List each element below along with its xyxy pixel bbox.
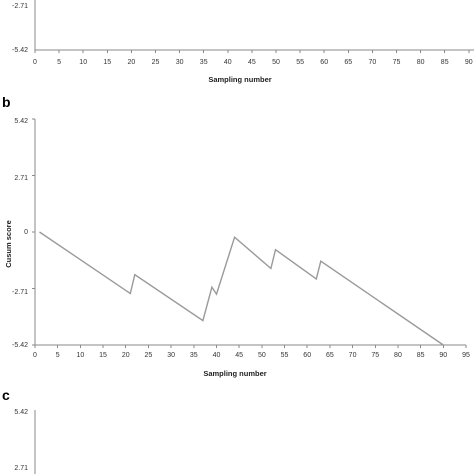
panel-b-xtick-label: 75 bbox=[371, 352, 379, 359]
panel-a-xtick-label: 10 bbox=[79, 59, 87, 66]
panel-a-xtick-label: 5 bbox=[57, 59, 61, 66]
panel-b-xtick-label: 70 bbox=[349, 352, 357, 359]
panel-a-xtick-label: 45 bbox=[248, 59, 256, 66]
panel-c: c 5.42 2.71 bbox=[2, 387, 36, 474]
panel-a-ytick-label: -5.42 bbox=[12, 47, 28, 54]
panel-a-ytick-label: -2.71 bbox=[12, 3, 28, 10]
panel-b-xtick-label: 65 bbox=[326, 352, 334, 359]
panel-b-xtick-label: 15 bbox=[99, 352, 107, 359]
panel-b-xtick-label: 55 bbox=[281, 352, 289, 359]
panel-a-xtick-label: 75 bbox=[393, 59, 401, 66]
panel-b-xtick-label: 10 bbox=[76, 352, 84, 359]
panel-a-xtick-label: 30 bbox=[176, 59, 184, 66]
panel-a-xtick-label: 25 bbox=[152, 59, 160, 66]
panel-b-xtick-label: 90 bbox=[439, 352, 447, 359]
panel-b-xtick-label: 0 bbox=[33, 352, 37, 359]
panel-b-ytick-label: 0 bbox=[24, 229, 28, 236]
panel-b-y-axis-label: Cusum score bbox=[4, 220, 13, 268]
panel-b-letter: b bbox=[2, 94, 11, 110]
panel-b-ytick-label: -5.42 bbox=[12, 342, 28, 349]
panel-a-xtick-label: 90 bbox=[465, 59, 473, 66]
panel-b-xtick-label: 25 bbox=[145, 352, 153, 359]
panel-b-x-ticks: 0 5 10 15 20 25 30 35 40 45 50 55 60 65 70 75 80 85 90 95 bbox=[32, 118, 470, 359]
panel-a-x-axis-label: Sampling number bbox=[208, 75, 271, 84]
panel-a-xtick-label: 15 bbox=[103, 59, 111, 66]
panel-b-xtick-label: 95 bbox=[462, 352, 470, 359]
panel-a-xtick-label: 35 bbox=[200, 59, 208, 66]
panel-a-xtick-label: 60 bbox=[320, 59, 328, 66]
panel-c-ytick-label: 5.42 bbox=[14, 409, 28, 416]
panel-a-xtick-label: 70 bbox=[369, 59, 377, 66]
panel-a-xtick-label: 20 bbox=[128, 59, 136, 66]
panel-b-xtick-label: 45 bbox=[235, 352, 243, 359]
panel-b-xtick-label: 80 bbox=[394, 352, 402, 359]
panel-b-xtick-label: 30 bbox=[167, 352, 175, 359]
panel-a-xtick-label: 65 bbox=[344, 59, 352, 66]
panel-b-xtick-label: 50 bbox=[258, 352, 266, 359]
panel-a: -2.71 -5.42 0 5 10 15 20 25 30 35 40 45 50 55 60 65 70… bbox=[12, 0, 474, 84]
panel-c-letter: c bbox=[2, 387, 10, 403]
panel-a-xtick-label: 0 bbox=[33, 59, 37, 66]
cusum-line bbox=[39, 231, 444, 346]
panel-b-xtick-label: 60 bbox=[303, 352, 311, 359]
panel-a-xtick-label: 85 bbox=[441, 59, 449, 66]
panel-b: b 5.42 2.71 0 -2.71 -5.42 Cusum score 0 5… bbox=[2, 94, 470, 378]
panel-a-xtick-label: 40 bbox=[224, 59, 232, 66]
panel-b-xtick-label: 40 bbox=[213, 352, 221, 359]
panel-b-xtick-label: 35 bbox=[190, 352, 198, 359]
panel-a-x-ticks: 0 5 10 15 20 25 30 35 40 45 50 55 60 65 70 75 80 85 90 bbox=[33, 50, 473, 66]
panel-b-ytick-label: 5.42 bbox=[14, 118, 28, 125]
panel-a-xtick-label: 55 bbox=[296, 59, 304, 66]
panel-b-x-axis-label: Sampling number bbox=[203, 369, 266, 378]
panel-b-xtick-label: 85 bbox=[417, 352, 425, 359]
panel-a-xtick-label: 80 bbox=[417, 59, 425, 66]
panel-b-ytick-label: -2.71 bbox=[12, 289, 28, 296]
panel-c-ytick-label: 2.71 bbox=[14, 465, 28, 472]
panel-a-xtick-label: 50 bbox=[272, 59, 280, 66]
panel-b-ytick-label: 2.71 bbox=[14, 175, 28, 182]
panel-b-xtick-label: 20 bbox=[122, 352, 130, 359]
panel-b-xtick-label: 5 bbox=[56, 352, 60, 359]
panel-b-series bbox=[39, 231, 444, 346]
